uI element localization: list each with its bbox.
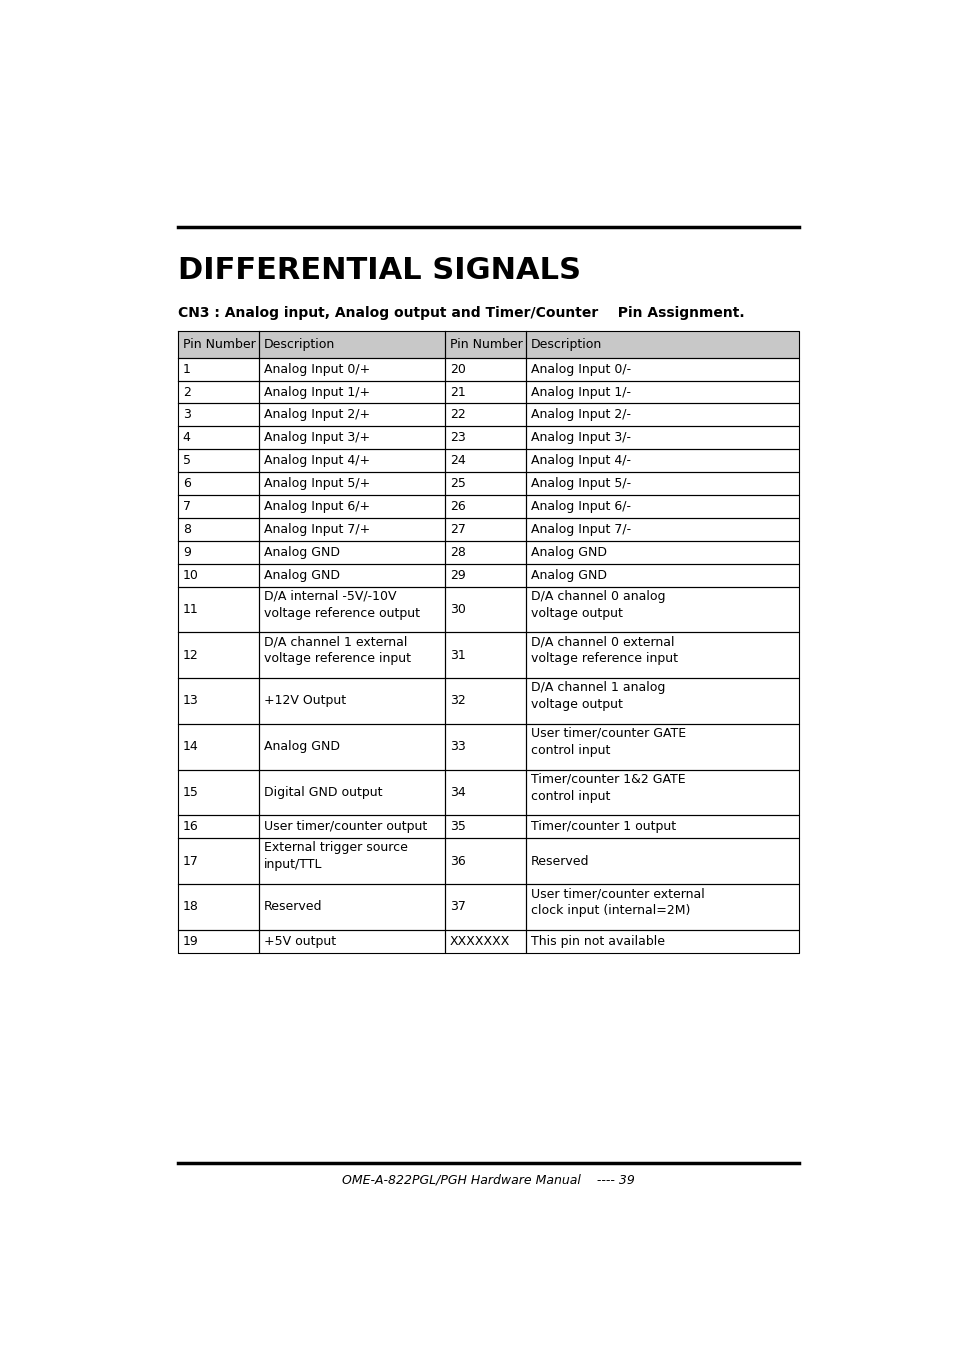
Text: Analog Input 5/-: Analog Input 5/- xyxy=(530,477,630,490)
Text: 28: 28 xyxy=(450,546,465,559)
Text: 24: 24 xyxy=(450,454,465,467)
Text: 1: 1 xyxy=(183,362,191,376)
Text: +12V Output: +12V Output xyxy=(263,694,345,708)
Text: Digital GND output: Digital GND output xyxy=(263,786,381,798)
Text: 20: 20 xyxy=(450,362,465,376)
Bar xyxy=(445,331,526,358)
Text: 19: 19 xyxy=(183,935,198,948)
Text: D/A channel 1 analog
voltage output: D/A channel 1 analog voltage output xyxy=(530,681,664,711)
Text: External trigger source
input/TTL: External trigger source input/TTL xyxy=(263,842,407,871)
Text: Analog Input 1/-: Analog Input 1/- xyxy=(530,385,630,399)
Text: +5V output: +5V output xyxy=(263,935,335,948)
Text: 33: 33 xyxy=(450,740,465,754)
Bar xyxy=(526,331,799,358)
Text: Analog Input 7/-: Analog Input 7/- xyxy=(530,523,630,536)
Text: Analog Input 4/+: Analog Input 4/+ xyxy=(263,454,370,467)
Text: 31: 31 xyxy=(450,648,465,662)
Text: Analog Input 1/+: Analog Input 1/+ xyxy=(263,385,370,399)
Text: 35: 35 xyxy=(450,820,465,834)
Text: 10: 10 xyxy=(183,569,198,582)
Text: 3: 3 xyxy=(183,408,191,422)
Text: Analog GND: Analog GND xyxy=(263,740,339,754)
Text: 25: 25 xyxy=(450,477,465,490)
Text: 21: 21 xyxy=(450,385,465,399)
Text: Analog GND: Analog GND xyxy=(530,546,606,559)
Text: 23: 23 xyxy=(450,431,465,444)
Text: User timer/counter GATE
control input: User timer/counter GATE control input xyxy=(530,727,685,757)
Text: 7: 7 xyxy=(183,500,191,513)
Text: 27: 27 xyxy=(450,523,465,536)
Text: 29: 29 xyxy=(450,569,465,582)
Text: DIFFERENTIAL SIGNALS: DIFFERENTIAL SIGNALS xyxy=(178,255,580,285)
Text: Analog Input 7/+: Analog Input 7/+ xyxy=(263,523,370,536)
Text: 8: 8 xyxy=(183,523,191,536)
Text: 6: 6 xyxy=(183,477,191,490)
Text: Pin Number: Pin Number xyxy=(450,338,522,351)
Text: Description: Description xyxy=(263,338,335,351)
Text: Analog Input 5/+: Analog Input 5/+ xyxy=(263,477,370,490)
Text: Timer/counter 1&2 GATE
control input: Timer/counter 1&2 GATE control input xyxy=(530,773,684,802)
Text: Analog Input 3/-: Analog Input 3/- xyxy=(530,431,630,444)
Text: User timer/counter output: User timer/counter output xyxy=(263,820,426,834)
Text: Analog Input 6/+: Analog Input 6/+ xyxy=(263,500,370,513)
Text: This pin not available: This pin not available xyxy=(530,935,664,948)
Text: Analog GND: Analog GND xyxy=(530,569,606,582)
Text: D/A channel 0 analog
voltage output: D/A channel 0 analog voltage output xyxy=(530,589,664,620)
Text: D/A channel 0 external
voltage reference input: D/A channel 0 external voltage reference… xyxy=(530,635,677,666)
Text: 15: 15 xyxy=(183,786,198,798)
Text: Analog Input 4/-: Analog Input 4/- xyxy=(530,454,630,467)
Text: 14: 14 xyxy=(183,740,198,754)
Text: 17: 17 xyxy=(183,855,198,867)
Text: Timer/counter 1 output: Timer/counter 1 output xyxy=(530,820,675,834)
Text: Analog GND: Analog GND xyxy=(263,546,339,559)
Text: Analog Input 6/-: Analog Input 6/- xyxy=(530,500,630,513)
Text: User timer/counter external
clock input (internal=2M): User timer/counter external clock input … xyxy=(530,888,703,917)
Text: Analog Input 0/-: Analog Input 0/- xyxy=(530,362,630,376)
Text: Analog Input 3/+: Analog Input 3/+ xyxy=(263,431,370,444)
Text: 2: 2 xyxy=(183,385,191,399)
Text: D/A channel 1 external
voltage reference input: D/A channel 1 external voltage reference… xyxy=(263,635,410,666)
Text: 34: 34 xyxy=(450,786,465,798)
Text: Analog Input 0/+: Analog Input 0/+ xyxy=(263,362,370,376)
Text: D/A internal -5V/-10V
voltage reference output: D/A internal -5V/-10V voltage reference … xyxy=(263,589,419,620)
Bar xyxy=(178,331,259,358)
Text: Reserved: Reserved xyxy=(530,855,589,867)
Text: 18: 18 xyxy=(183,901,198,913)
Text: 4: 4 xyxy=(183,431,191,444)
Text: 37: 37 xyxy=(450,901,465,913)
Text: 9: 9 xyxy=(183,546,191,559)
Text: Pin Number: Pin Number xyxy=(183,338,255,351)
Text: 30: 30 xyxy=(450,603,465,616)
Text: 26: 26 xyxy=(450,500,465,513)
Text: Analog GND: Analog GND xyxy=(263,569,339,582)
Text: 16: 16 xyxy=(183,820,198,834)
Text: Analog Input 2/+: Analog Input 2/+ xyxy=(263,408,370,422)
Text: 32: 32 xyxy=(450,694,465,708)
Text: 36: 36 xyxy=(450,855,465,867)
Text: Analog Input 2/-: Analog Input 2/- xyxy=(530,408,630,422)
Text: 5: 5 xyxy=(183,454,191,467)
Text: Reserved: Reserved xyxy=(263,901,322,913)
Text: 22: 22 xyxy=(450,408,465,422)
Text: 13: 13 xyxy=(183,694,198,708)
Text: OME-A-822PGL/PGH Hardware Manual    ---- 39: OME-A-822PGL/PGH Hardware Manual ---- 39 xyxy=(342,1173,635,1186)
Text: Description: Description xyxy=(530,338,601,351)
Text: CN3 : Analog input, Analog output and Timer/Counter    Pin Assignment.: CN3 : Analog input, Analog output and Ti… xyxy=(178,305,744,320)
Text: XXXXXXX: XXXXXXX xyxy=(450,935,510,948)
Bar xyxy=(259,331,445,358)
Text: 11: 11 xyxy=(183,603,198,616)
Text: 12: 12 xyxy=(183,648,198,662)
